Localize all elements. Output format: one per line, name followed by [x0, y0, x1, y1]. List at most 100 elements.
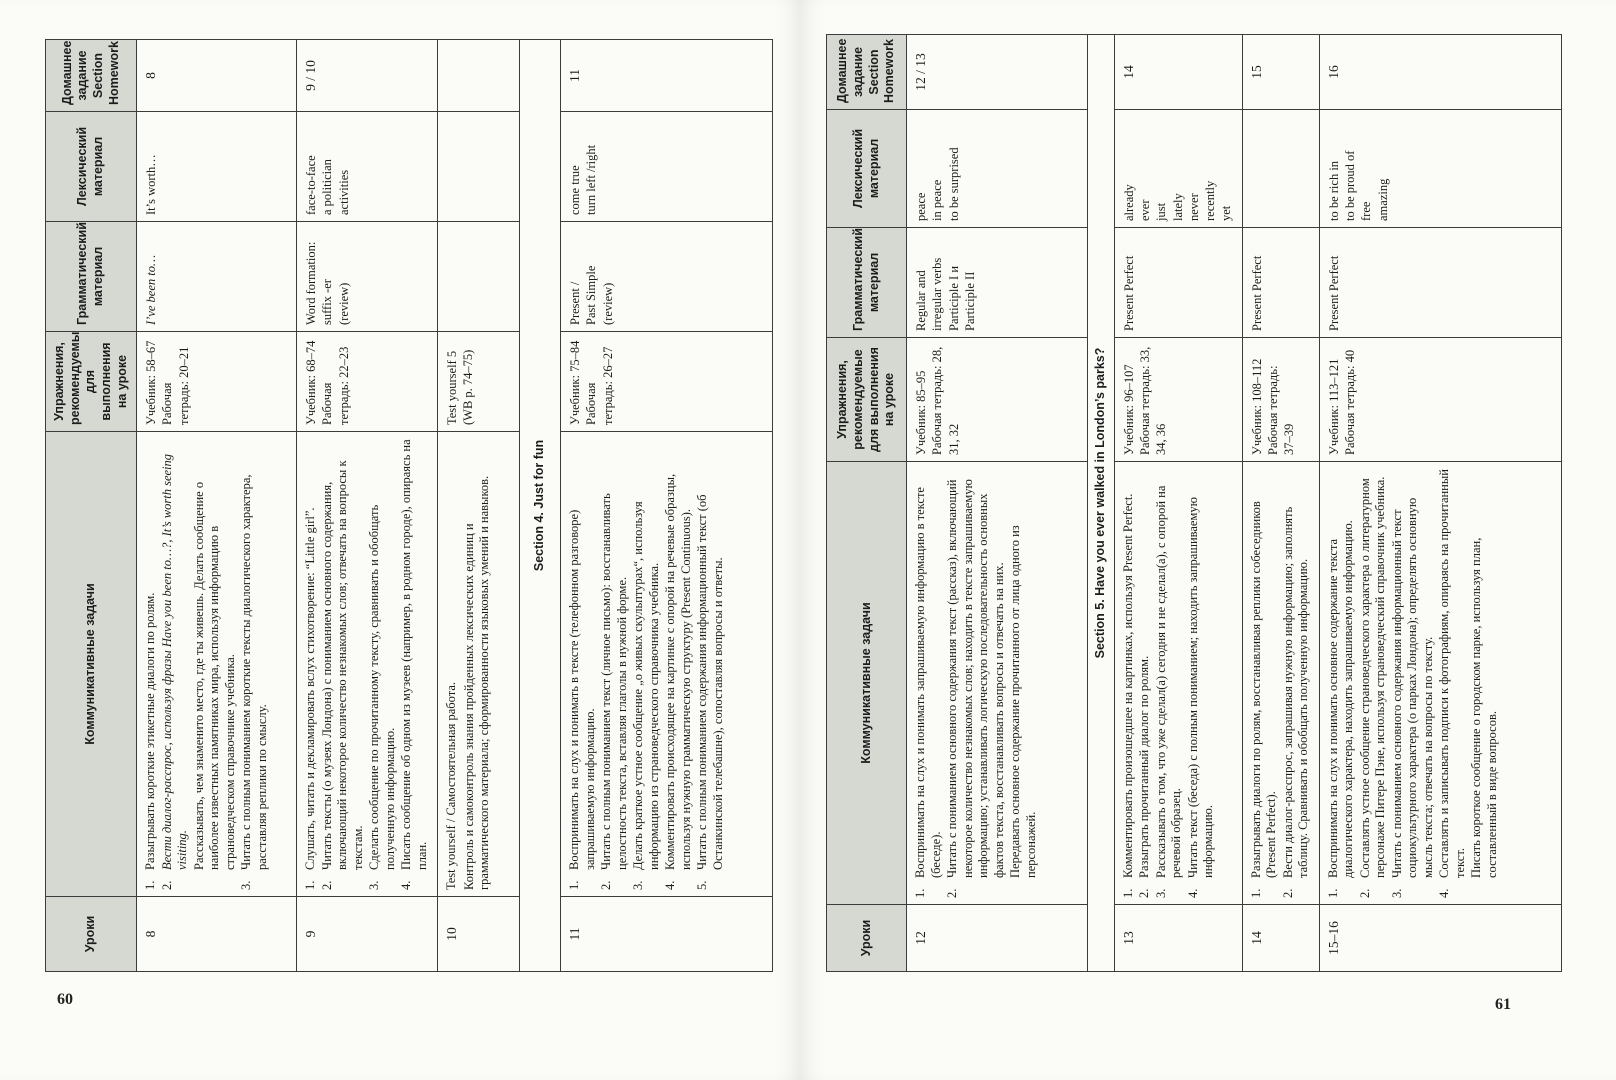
homework-cell: 11	[560, 39, 773, 112]
page-number-right: 61	[1495, 996, 1511, 1013]
grammar-line: suffix -er	[320, 279, 335, 325]
header-cell-homework: Домашнее задание Section Homework	[45, 39, 137, 112]
section-title: Section 4. Just for fun	[519, 39, 561, 972]
homework-cell: 15	[1242, 34, 1320, 110]
lesson-number: 15–16	[1319, 904, 1562, 972]
grammar-cell: Regular and irregular verbs Participle I…	[906, 227, 1088, 338]
grammar-line: I’ve been to…	[144, 254, 159, 325]
exercises-cell: Test yourself 5 (WB p. 74–75)	[437, 331, 520, 432]
task-text: Писать сообщение об одном из музеев (нап…	[399, 439, 429, 870]
header-cell-exercises: Упражнения, рекомендуемые для выполнения…	[45, 331, 137, 432]
grammar-cell: Word formation: suffix -er (review)	[296, 221, 438, 332]
exercises-cell: Учебник: 113–121 Рабочая тетрадь: 40	[1319, 337, 1562, 462]
exercise-line: Учебник: 96–107	[1121, 364, 1136, 455]
exercise-line: Учебник: 68–74	[304, 340, 319, 425]
task-number: 3.	[1153, 888, 1168, 898]
exercise-line: Рабочая тетрадь: 40	[1343, 349, 1357, 455]
lexical-cell: come true turn left /right	[560, 111, 773, 222]
task-number: 4.	[399, 880, 414, 890]
homework-cell: 9 / 10	[296, 39, 438, 112]
lexical-cell	[1242, 109, 1320, 228]
lesson-number: 10	[437, 896, 520, 972]
lexical-line: It’s worth…	[144, 154, 159, 215]
grammar-line: Past Simple	[584, 265, 599, 325]
task-number: 4.	[1437, 888, 1452, 898]
lexical-line: in peace	[930, 179, 945, 221]
exercise-line: Учебник: 113–121	[1326, 358, 1341, 455]
task-text: Разыгрывать короткие этикетные диалоги п…	[143, 592, 158, 870]
task-number: 2.	[319, 880, 334, 890]
task-text: Писать короткое сообщение о городском па…	[1469, 537, 1499, 878]
task-number: 3.	[1389, 888, 1404, 898]
lesson-plan-table-left: Уроки Коммуникативные задачи Упражнения,…	[45, 39, 773, 972]
grammar-line: Present /	[568, 281, 583, 325]
lexical-line: to be proud of	[1343, 150, 1357, 221]
task-text: Воспринимать на слух и понимать основное…	[1325, 520, 1356, 878]
lesson-number: 9	[296, 896, 438, 972]
exercise-line: Test yourself 5	[445, 350, 460, 425]
grammar-line: (review)	[600, 282, 615, 325]
section-title: Section 5. Have you ever walked in Londo…	[1087, 34, 1115, 972]
grammar-line: irregular verbs	[930, 257, 945, 331]
header-cell-homework: Домашнее задание Section Homework	[826, 34, 907, 110]
exercise-line: Рабочая тетрадь: 28, 31, 32	[930, 346, 961, 455]
exercise-line: Учебник: 75–84	[568, 340, 583, 425]
task-text: Воспринимать на слух и понимать запрашив…	[913, 487, 943, 878]
table-row-lesson-9: 9 1. Слушать, читать и декламировать вслу…	[296, 39, 438, 972]
section-row: Section 4. Just for fun	[519, 39, 561, 972]
task-number: 1.	[567, 880, 582, 890]
task-number: 1.	[143, 880, 158, 890]
task-text: Читать с полным пониманием текст (личное…	[599, 493, 629, 870]
grammar-line: Present Perfect	[1326, 255, 1341, 331]
task-text: Рассказывать о том, что уже сделал(а) се…	[1153, 485, 1184, 878]
task-number: 2.	[945, 888, 959, 898]
task-number: 2.	[1357, 888, 1372, 898]
lexical-line: already	[1121, 184, 1136, 221]
header-cell-tasks: Коммуникативные задачи	[826, 461, 907, 905]
tasks-cell: 1. Разыгрывать короткие этикетные диалоги…	[136, 431, 297, 897]
grammar-cell: Present Perfect	[1242, 227, 1320, 338]
section-row: Section 5. Have you ever walked in Londo…	[1087, 34, 1115, 972]
task-text: Воспринимать на слух и понимать в тексте…	[567, 509, 597, 870]
exercise-line: (WB p. 74–75)	[461, 349, 476, 425]
grammar-cell: I’ve been to…	[136, 221, 297, 332]
task-number: 2.	[599, 880, 614, 890]
exercise-line: Учебник: 108–112	[1249, 358, 1264, 455]
exercise-line: Рабочая тетрадь: 26–27	[584, 346, 615, 425]
task-text: Читать текст (беседа) с полным понимание…	[1185, 497, 1216, 878]
exercises-cell: Учебник: 68–74 Рабочая тетрадь: 22–23	[296, 331, 438, 432]
grammar-cell: Present / Past Simple (review)	[560, 221, 773, 332]
exercise-line: Рабочая тетрадь: 37–39	[1266, 365, 1297, 455]
task-text: Вести диалог-расспрос, используя фразы H…	[159, 453, 190, 870]
lesson-number: 14	[1242, 904, 1320, 972]
table-row-lesson-15-16: 15–16 1. Воспринимать на слух и понимать …	[1319, 34, 1562, 972]
tasks-cell: Test yourself / Самостоятельная работа. …	[437, 431, 520, 897]
exercise-line: Рабочая тетрадь: 22–23	[320, 346, 351, 425]
lexical-line: free	[1359, 201, 1374, 221]
lexical-line: to be surprised	[946, 147, 961, 221]
header-cell-exercises: Упражнения, рекомендуемые для выполнения…	[826, 337, 907, 462]
homework-cell: 14	[1114, 34, 1243, 110]
header-cell-grammar: Грамматический материал	[826, 227, 907, 338]
grammar-cell: Present Perfect	[1114, 227, 1243, 338]
tasks-cell: 1. Воспринимать на слух и понимать запраш…	[906, 461, 1088, 905]
table-row-lesson-14: 14 1. Разыгрывать диалоги по ролям, восст…	[1242, 34, 1320, 972]
task-number: 2.	[1137, 888, 1152, 898]
tasks-cell: 1. Воспринимать на слух и понимать основн…	[1319, 461, 1562, 905]
grammar-line: Present Perfect	[1121, 255, 1136, 331]
task-number: 1.	[913, 888, 927, 898]
lexical-line: face-to-face	[304, 155, 319, 215]
lesson-plan-table-right-wrapper: Уроки Коммуникативные задачи Упражнения,…	[826, 34, 1562, 972]
book-page-right	[800, 0, 1616, 1080]
exercise-line: Рабочая тетрадь: 20–21	[160, 346, 191, 425]
header-row: Уроки Коммуникативные задачи Упражнения,…	[45, 39, 137, 972]
tasks-cell: 1. Комментировать произошедшее на картинк…	[1114, 461, 1243, 905]
task-text: Рассказывать, чем знаменито место, где т…	[191, 481, 237, 870]
task-number: 1.	[1120, 888, 1135, 898]
task-number	[1008, 881, 1039, 898]
task-text: Сделать сообщение по прочитанному тексту…	[367, 504, 397, 870]
task-text: Составлять устное сообщение страноведчес…	[1357, 476, 1388, 878]
task-text: Передавать основное содержание прочитанн…	[1008, 525, 1038, 878]
task-number: 1.	[1325, 888, 1340, 898]
